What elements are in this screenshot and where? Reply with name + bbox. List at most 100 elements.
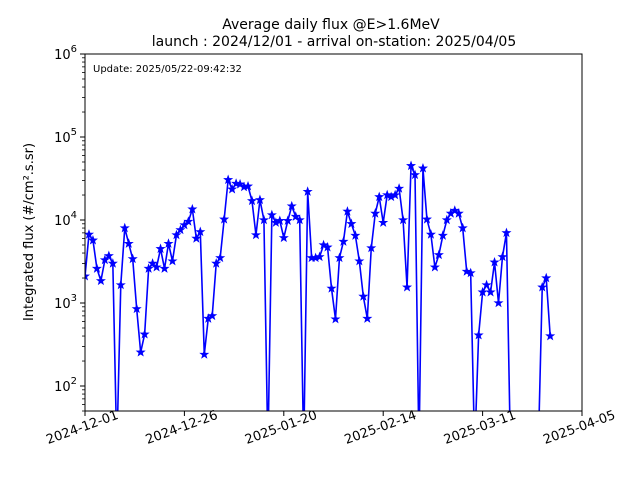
data-point-marker: [274, 215, 285, 226]
x-tick-label: 2025-02-14: [343, 408, 419, 448]
data-point-marker: [91, 263, 102, 273]
data-point-marker: [115, 279, 126, 290]
data-point-marker: [406, 160, 417, 171]
y-tick-label: 102: [54, 376, 77, 395]
data-point-marker: [266, 209, 277, 220]
data-point-marker: [318, 239, 329, 250]
data-point-marker: [135, 346, 146, 357]
data-point-marker: [314, 251, 325, 262]
data-point-marker: [433, 249, 444, 260]
update-annotation: Update: 2025/05/22-09:42:32: [93, 64, 242, 75]
data-point-marker: [338, 236, 349, 246]
data-point-marker: [107, 258, 118, 268]
data-point-marker: [358, 291, 369, 301]
data-point-marker: [457, 222, 468, 233]
data-point-marker: [171, 229, 182, 240]
data-point-marker: [211, 258, 222, 268]
data-point-marker: [163, 238, 174, 248]
data-point-marker: [167, 255, 178, 266]
data-point-marker: [501, 227, 512, 238]
data-point-marker: [398, 214, 409, 225]
data-point-marker: [131, 303, 142, 314]
data-point-marker: [425, 229, 436, 239]
data-point-marker: [366, 242, 377, 253]
data-point-marker: [493, 297, 504, 308]
data-point-marker: [382, 189, 393, 200]
x-tick-label: 2025-03-11: [442, 408, 518, 448]
data-point-marker: [139, 328, 150, 339]
data-point-marker: [481, 279, 492, 290]
y-tick-label: 103: [54, 293, 77, 312]
data-point-marker: [219, 214, 230, 224]
data-point-marker: [119, 222, 130, 233]
x-tick-label: 2024-12-26: [144, 408, 220, 448]
y-tick-label: 105: [54, 127, 77, 146]
data-point-marker: [390, 189, 401, 200]
data-point-marker: [465, 267, 476, 278]
data-point-marker: [485, 286, 496, 297]
data-point-marker: [286, 200, 297, 211]
data-point-marker: [477, 286, 488, 297]
series-layer: [85, 160, 556, 411]
plot-area: [85, 54, 582, 411]
data-point-marker: [497, 251, 508, 262]
data-point-marker: [175, 224, 186, 235]
data-point-marker: [545, 330, 556, 341]
data-point-marker: [330, 313, 341, 324]
data-point-marker: [354, 255, 365, 266]
data-point-marker: [342, 206, 353, 216]
data-point-marker: [334, 252, 345, 263]
data-point-marker: [199, 349, 210, 359]
data-point-marker: [103, 250, 114, 261]
data-point-marker: [143, 263, 154, 273]
data-point-marker: [123, 238, 134, 248]
data-point-marker: [421, 213, 432, 224]
data-point-marker: [183, 216, 194, 226]
data-point-marker: [258, 214, 269, 225]
data-point-marker: [85, 270, 91, 281]
data-point-marker: [350, 230, 361, 240]
data-point-marker: [537, 281, 548, 292]
data-point-marker: [242, 180, 254, 191]
x-tick-label: 2025-01-20: [243, 408, 319, 448]
data-point-marker: [378, 217, 389, 227]
data-point-marker: [541, 272, 552, 283]
x-axis-ticks: 2024-12-01 2024-12-26 2025-01-20 2025-02-14…: [44, 408, 617, 448]
y-tick-label: 104: [54, 210, 77, 229]
data-point-marker: [223, 174, 234, 185]
data-point-marker: [155, 243, 166, 254]
data-point-marker: [227, 183, 238, 194]
y-axis-ticks: 102 103 104 105 106: [54, 44, 85, 412]
data-point-marker: [254, 194, 265, 205]
x-tick-label: 2024-12-01: [44, 408, 120, 448]
data-point-marker: [250, 229, 261, 240]
series-group: [85, 160, 556, 411]
data-point-marker: [147, 258, 158, 268]
data-point-marker: [429, 261, 440, 272]
data-point-marker: [85, 229, 95, 239]
data-point-marker: [394, 183, 405, 193]
data-point-marker: [441, 214, 452, 225]
y-axis-label: Integrated flux (#/cm².s.sr): [22, 143, 37, 321]
data-point-marker: [207, 310, 218, 321]
data-point-marker: [322, 241, 333, 252]
chart-subtitle: launch : 2024/12/01 - arrival on-station…: [152, 34, 517, 50]
data-point-marker: [417, 162, 428, 173]
data-point-marker: [409, 169, 421, 180]
data-point-marker: [302, 186, 313, 196]
data-point-marker: [489, 256, 500, 267]
data-point-marker: [191, 233, 202, 243]
y-tick-label: 106: [54, 44, 77, 63]
data-point-marker: [437, 230, 448, 240]
data-point-marker: [187, 203, 198, 214]
data-point-marker: [195, 226, 206, 237]
data-point-marker: [95, 275, 106, 286]
x-tick-label: 2025-04-05: [541, 408, 617, 448]
data-point-marker: [87, 234, 98, 245]
data-point-marker: [282, 215, 293, 226]
data-point-marker: [402, 281, 413, 292]
data-point-marker: [370, 208, 381, 218]
data-point-marker: [453, 208, 464, 218]
data-point-marker: [278, 232, 289, 243]
